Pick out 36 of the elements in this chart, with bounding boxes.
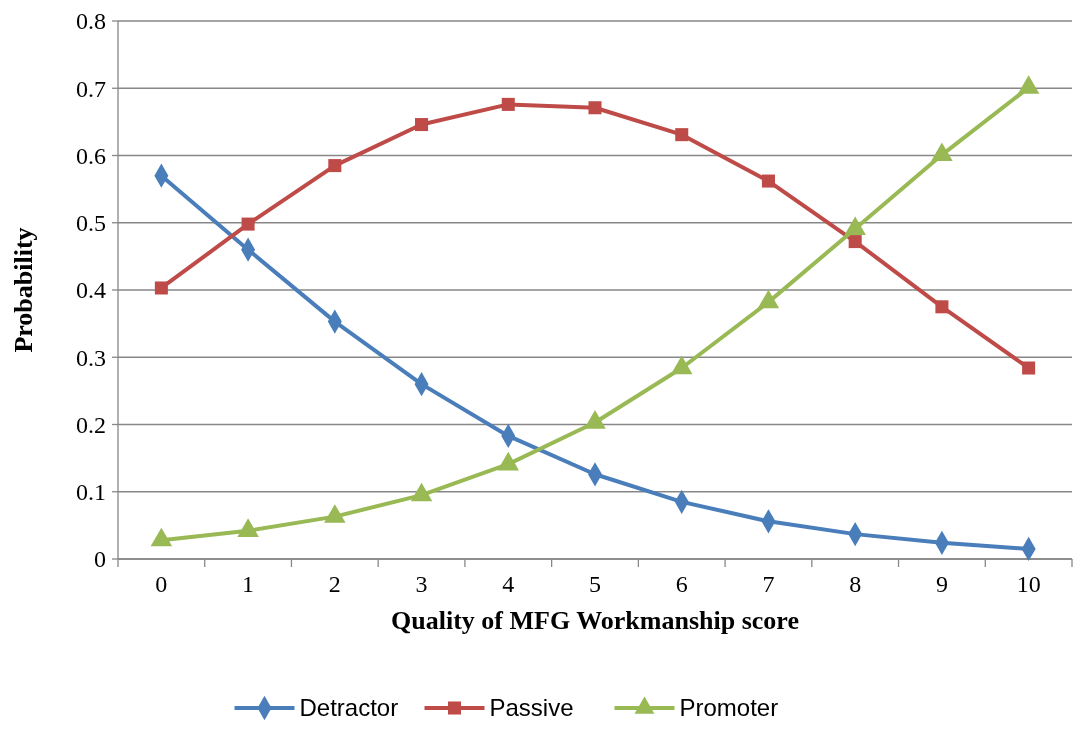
x-tick-label: 4: [502, 571, 515, 597]
point: [241, 217, 255, 231]
x-axis-title: Quality of MFG Workmanship score: [391, 606, 799, 635]
legend-label: Passive: [489, 694, 574, 721]
point: [154, 281, 168, 295]
x-tick-label: 5: [589, 571, 601, 597]
point: [415, 118, 429, 132]
x-tick-label: 9: [935, 571, 948, 597]
y-tick-label: 0.7: [76, 75, 106, 102]
x-tick-label: 8: [849, 571, 862, 597]
x-tick-label: 2: [328, 571, 341, 597]
x-tick-label: 3: [415, 571, 428, 597]
point: [675, 128, 689, 142]
y-axis-title: Probability: [9, 227, 38, 353]
y-tick-label: 0.1: [76, 479, 106, 506]
y-tick-label: 0.6: [76, 142, 106, 169]
x-tick-label: 1: [242, 571, 255, 597]
y-tick-label: 0: [94, 546, 106, 573]
x-tick-label: 6: [675, 571, 688, 597]
point: [501, 97, 515, 111]
point: [761, 174, 775, 188]
x-tick-label: 0: [155, 571, 168, 597]
point: [328, 159, 342, 173]
point: [935, 300, 949, 314]
legend-label: Promoter: [679, 694, 779, 721]
legend-label: Detractor: [299, 694, 399, 721]
y-tick-label: 0.8: [76, 8, 106, 35]
point: [848, 235, 862, 249]
point: [1022, 361, 1036, 375]
point: [588, 101, 602, 115]
y-tick-label: 0.5: [76, 210, 106, 237]
x-tick-label: 7: [762, 571, 775, 597]
y-tick-label: 0.2: [76, 411, 106, 438]
y-tick-label: 0.3: [76, 344, 106, 371]
x-tick-label: 10: [1016, 571, 1041, 597]
y-tick-label: 0.4: [76, 277, 106, 304]
